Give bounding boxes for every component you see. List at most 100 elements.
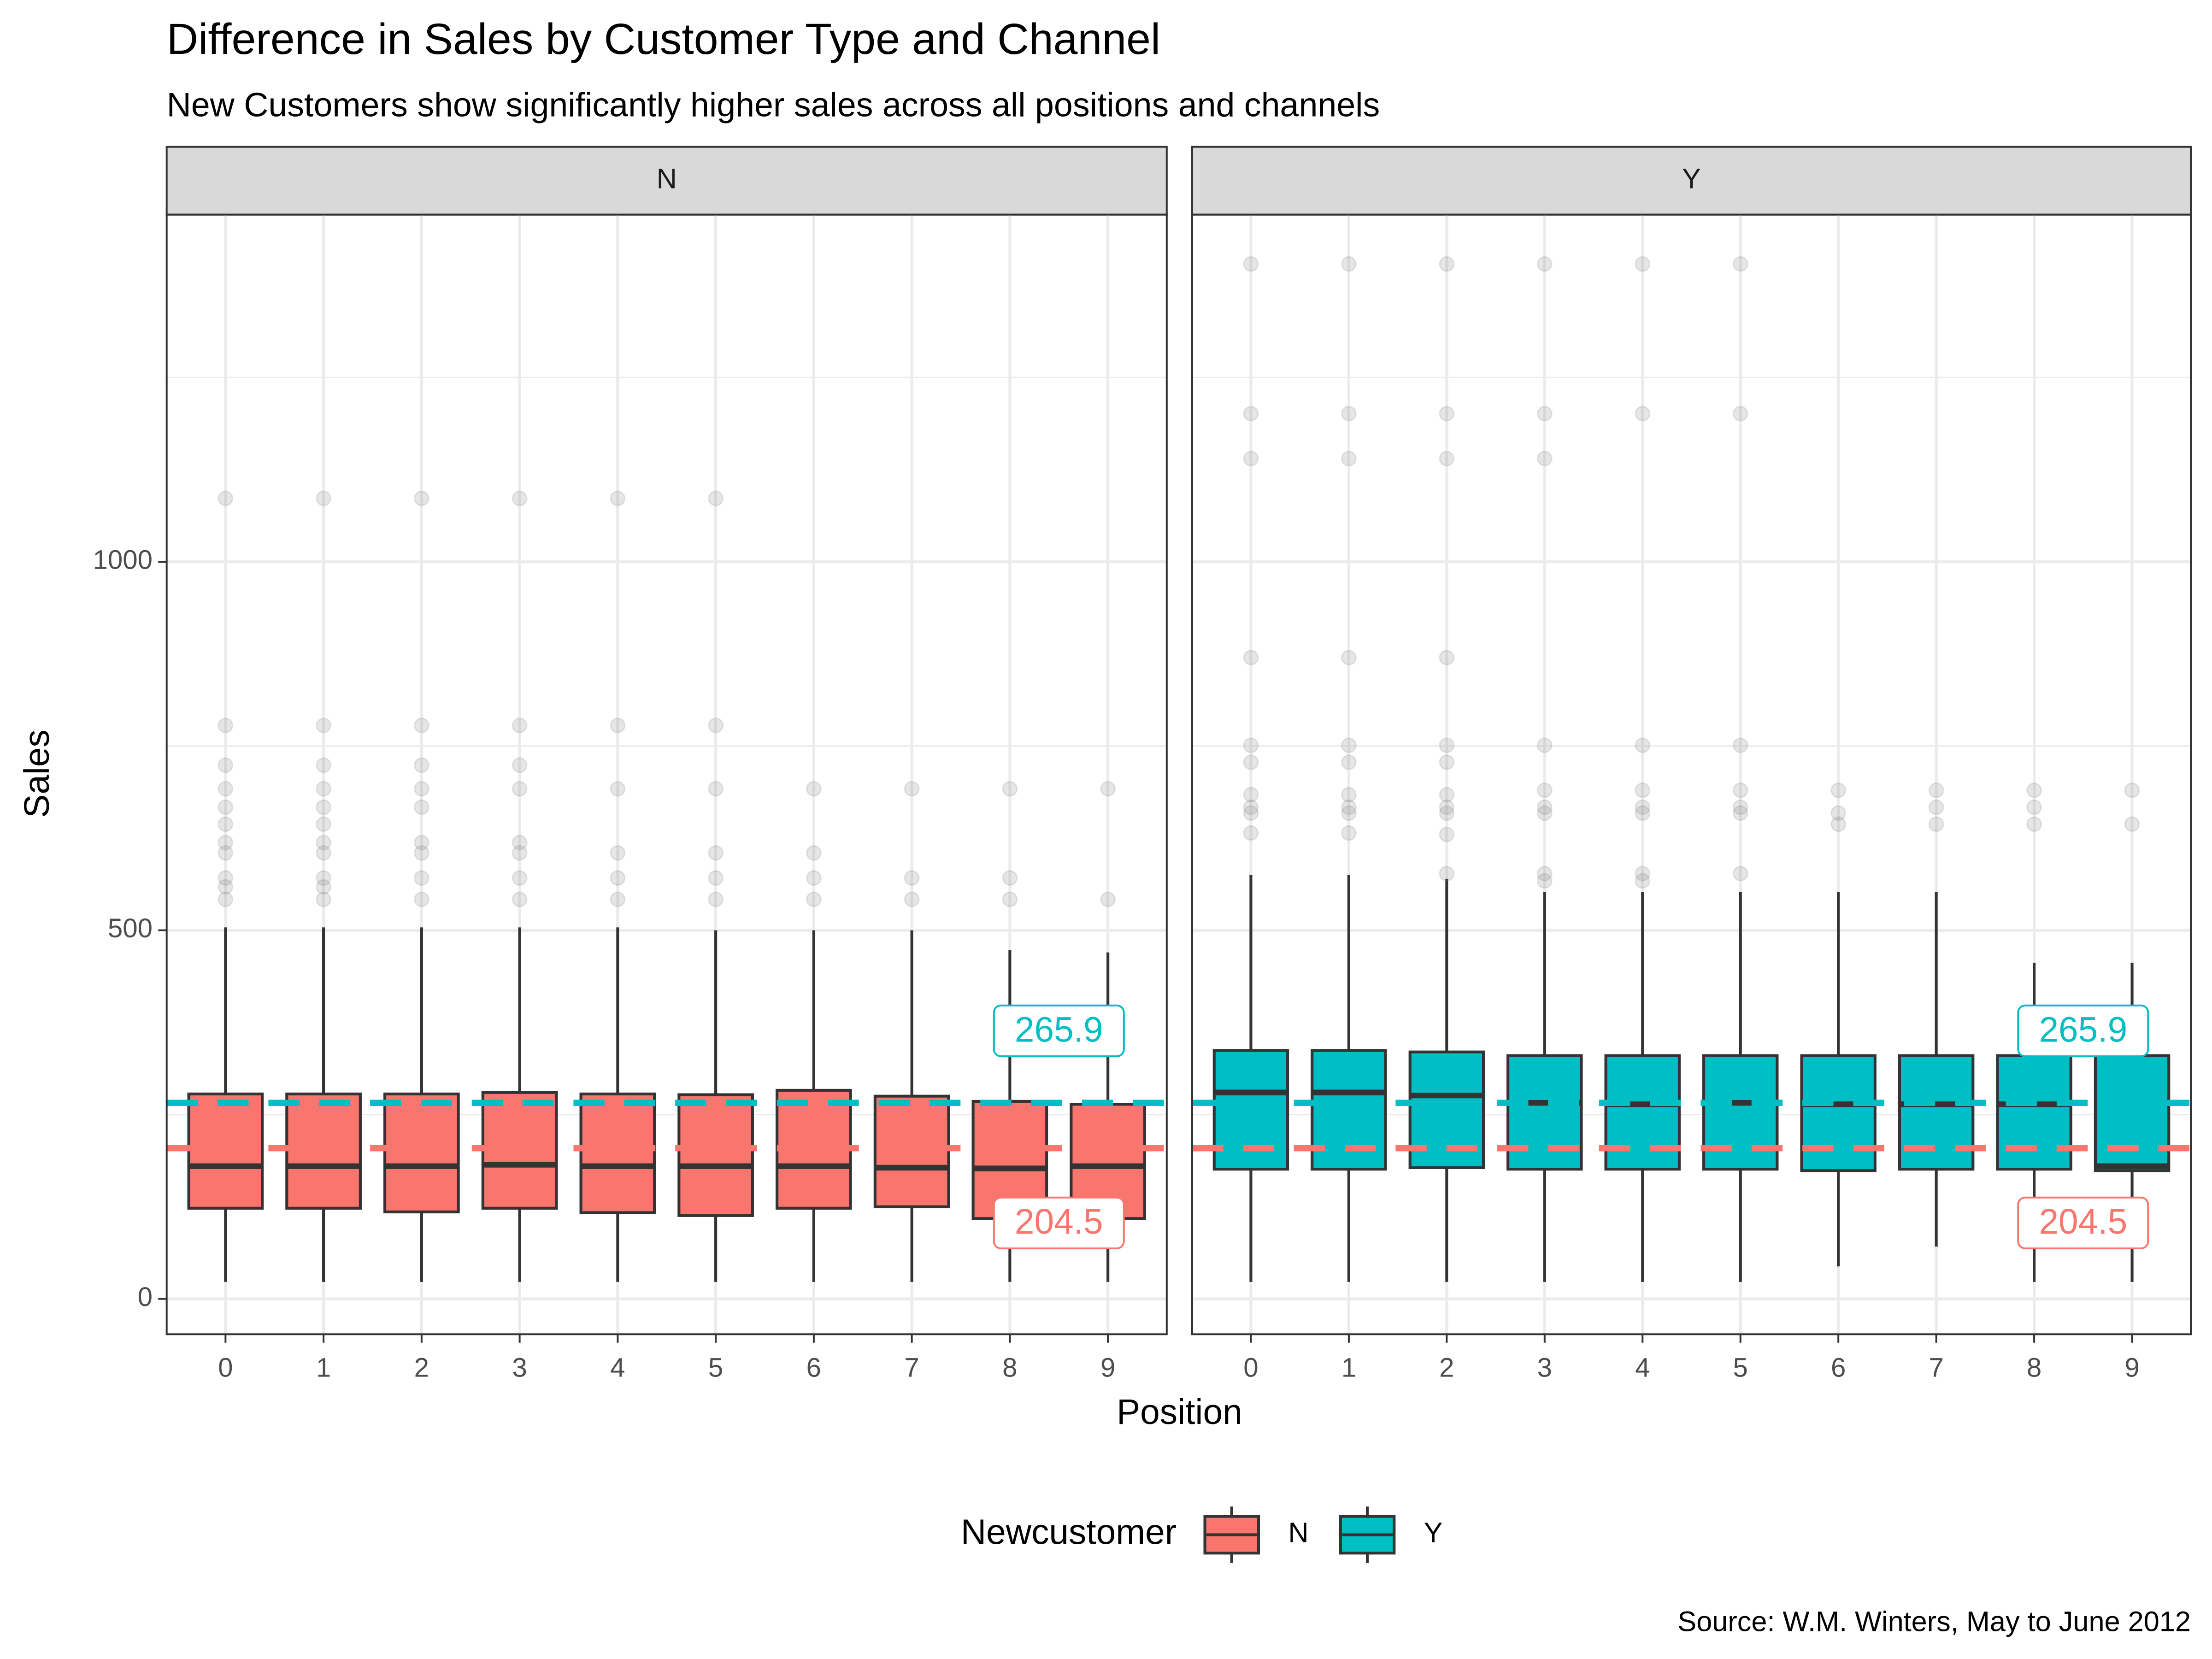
x-tick-label: 4 bbox=[1635, 1353, 1650, 1382]
outlier bbox=[610, 870, 626, 886]
outlier bbox=[1439, 799, 1455, 815]
outlier bbox=[316, 816, 331, 832]
outlier bbox=[316, 490, 331, 506]
outlier bbox=[1732, 737, 1748, 753]
x-tick-label: 1 bbox=[316, 1353, 331, 1382]
outlier bbox=[1439, 737, 1455, 753]
legend-item: Y bbox=[1339, 1506, 1443, 1563]
outlier bbox=[1341, 787, 1357, 803]
x-tick-label: 7 bbox=[1929, 1353, 1943, 1382]
outlier bbox=[1439, 865, 1455, 882]
outlier bbox=[1243, 754, 1259, 770]
x-tick-label: 3 bbox=[1537, 1353, 1552, 1382]
outlier bbox=[413, 781, 429, 797]
outlier bbox=[413, 845, 429, 861]
outlier bbox=[1635, 737, 1651, 753]
outlier bbox=[316, 870, 331, 886]
x-tick-label: 2 bbox=[414, 1353, 429, 1382]
outlier bbox=[1635, 865, 1651, 882]
outlier bbox=[316, 718, 331, 733]
outlier bbox=[218, 845, 234, 861]
outlier bbox=[1536, 737, 1553, 753]
outlier bbox=[1536, 799, 1553, 815]
y-axis-title: Sales bbox=[18, 729, 57, 818]
outlier bbox=[512, 891, 528, 907]
outlier bbox=[1002, 781, 1018, 797]
outlier bbox=[1341, 825, 1357, 841]
outlier bbox=[1341, 805, 1357, 821]
outlier bbox=[218, 781, 234, 797]
outlier bbox=[316, 845, 331, 861]
outlier bbox=[1243, 825, 1259, 841]
outlier bbox=[610, 718, 626, 733]
chart-title: Difference in Sales by Customer Type and… bbox=[167, 15, 1160, 64]
outlier bbox=[1243, 799, 1259, 815]
outlier bbox=[316, 781, 331, 797]
box bbox=[1898, 1054, 1975, 1171]
outlier bbox=[1928, 799, 1944, 815]
outlier bbox=[512, 845, 528, 861]
outlier bbox=[1341, 737, 1357, 753]
outlier bbox=[1928, 816, 1944, 832]
outlier bbox=[1341, 451, 1357, 466]
outlier bbox=[1243, 805, 1259, 821]
outlier bbox=[1243, 650, 1259, 665]
x-tick-label: 5 bbox=[708, 1353, 723, 1382]
outlier bbox=[1439, 406, 1455, 422]
outlier bbox=[1732, 799, 1748, 815]
facet-label: N bbox=[657, 163, 677, 194]
outlier bbox=[218, 870, 234, 886]
panel-border bbox=[165, 213, 1168, 1335]
outlier bbox=[1439, 256, 1455, 272]
x-tick-label: 3 bbox=[512, 1353, 527, 1382]
outlier bbox=[1243, 787, 1259, 803]
x-tick-label: 8 bbox=[2027, 1353, 2041, 1382]
outlier bbox=[1439, 787, 1455, 803]
outlier bbox=[1732, 256, 1748, 272]
box bbox=[677, 1093, 754, 1217]
outlier bbox=[413, 490, 429, 506]
mean-label: 204.5 bbox=[1015, 1202, 1103, 1241]
panel: Y 0 1 2 3 4 5 6 7 8 9 265.9 204.5 bbox=[1191, 146, 2192, 1382]
outlier bbox=[1341, 406, 1357, 422]
outlier bbox=[1536, 805, 1553, 821]
outlier bbox=[1100, 891, 1116, 907]
outlier bbox=[708, 490, 724, 506]
outlier bbox=[1243, 451, 1259, 466]
outlier bbox=[610, 845, 626, 861]
outlier bbox=[218, 879, 234, 895]
outlier bbox=[413, 835, 429, 851]
box bbox=[1702, 1054, 1779, 1171]
outlier bbox=[806, 845, 822, 861]
x-axis-title: Position bbox=[1117, 1393, 1242, 1432]
outlier bbox=[1100, 781, 1116, 797]
outlier bbox=[2124, 816, 2140, 832]
outlier bbox=[904, 891, 920, 907]
outlier bbox=[512, 718, 528, 733]
mean-label: 265.9 bbox=[1015, 1010, 1103, 1049]
outlier bbox=[413, 891, 429, 907]
outlier bbox=[1635, 256, 1651, 272]
box bbox=[1506, 1054, 1583, 1171]
outlier bbox=[413, 718, 429, 733]
box bbox=[1996, 1054, 2072, 1171]
outlier bbox=[512, 835, 528, 851]
outlier bbox=[2026, 799, 2042, 815]
outlier bbox=[610, 490, 626, 506]
outlier bbox=[2026, 816, 2042, 832]
outlier bbox=[2026, 782, 2042, 798]
box bbox=[1311, 1049, 1387, 1171]
outlier bbox=[218, 490, 234, 506]
outlier bbox=[708, 781, 724, 797]
mean-label-box bbox=[993, 1004, 1125, 1058]
panel: N 0 500 1000 0 1 2 3 4 5 6 7 8 9 265.9 204.5 bbox=[93, 146, 1168, 1382]
x-tick-label: 5 bbox=[1733, 1353, 1748, 1382]
facet-strip bbox=[1191, 146, 2192, 216]
outlier bbox=[1536, 451, 1553, 466]
box bbox=[1212, 1049, 1289, 1171]
outlier bbox=[1536, 865, 1553, 882]
mean-label-box bbox=[2017, 1196, 2149, 1249]
outlier bbox=[218, 835, 234, 851]
x-tick-label: 6 bbox=[806, 1353, 821, 1382]
